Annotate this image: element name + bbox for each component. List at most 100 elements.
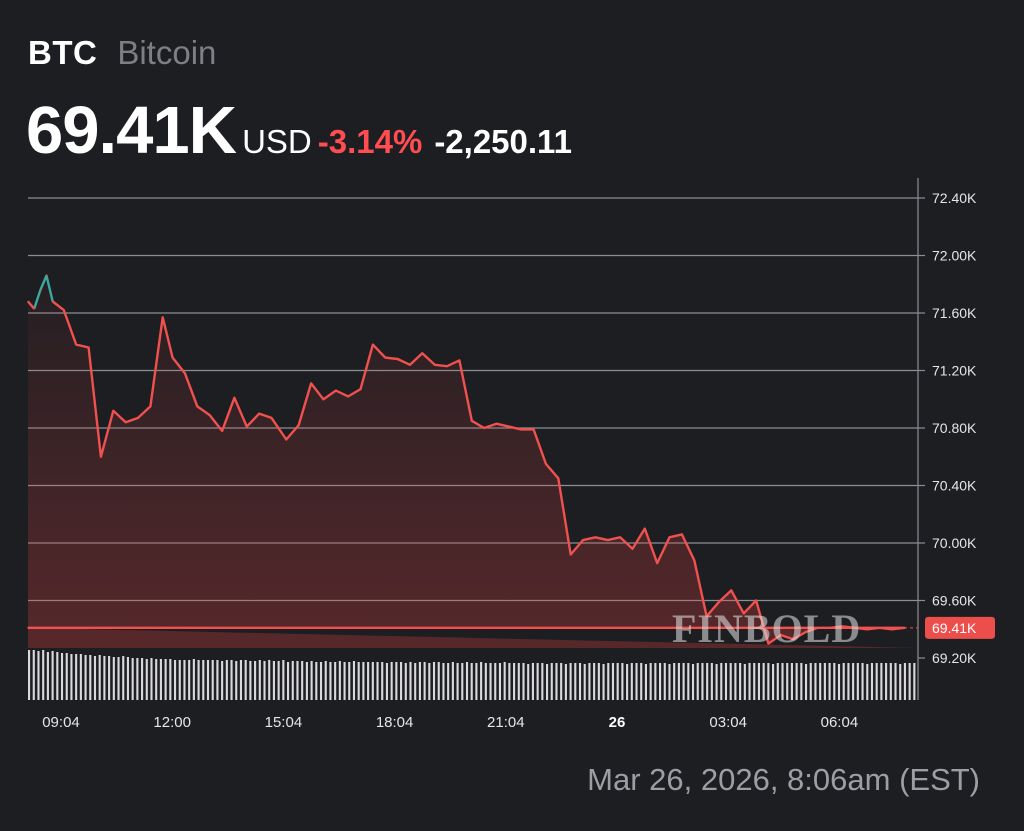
volume-bar [286, 662, 290, 700]
volume-bar [254, 661, 257, 700]
data-point [372, 343, 374, 346]
volume-bar [682, 663, 685, 700]
volume-bar [216, 660, 219, 700]
volume-bar [296, 661, 299, 700]
volume-bar [663, 663, 666, 700]
volume-bar [790, 663, 793, 700]
volume-bar [465, 662, 469, 700]
data-point [594, 536, 597, 539]
volume-bar [60, 653, 64, 700]
volume-bar [400, 662, 403, 700]
volume-bar [772, 664, 775, 700]
data-point [508, 425, 510, 428]
data-point [270, 417, 273, 419]
volume-bar [348, 662, 351, 700]
volume-bar [376, 662, 379, 700]
volume-bar [84, 655, 87, 700]
volume-bar [748, 663, 751, 700]
data-point [891, 628, 893, 631]
volume-bar [724, 663, 728, 700]
y-tick-label: 69.60K [932, 593, 977, 609]
current-price-label: 69.41K [932, 620, 977, 636]
volume-bar [635, 663, 638, 700]
volume-bar [880, 663, 883, 700]
volume-bar [757, 663, 761, 700]
volume-bar [46, 652, 49, 700]
volume-bar [42, 650, 45, 700]
data-point [221, 430, 223, 432]
data-point [100, 456, 102, 458]
volume-bar [32, 650, 35, 700]
volume-bar [291, 661, 294, 700]
y-tick-label: 70.00K [932, 535, 977, 551]
volume-bar [268, 660, 271, 700]
x-tick-label: 09:04 [42, 714, 80, 731]
volume-bar [244, 660, 247, 700]
volume-bar [602, 664, 605, 700]
volume-bar [531, 663, 534, 700]
volume-bar [828, 663, 831, 700]
data-point [693, 559, 696, 562]
volume-bar [654, 663, 657, 700]
data-point [409, 364, 411, 366]
x-tick-label-day: 26 [609, 714, 626, 731]
volume-bar [885, 663, 888, 700]
volume-bar [550, 663, 553, 700]
volume-bar [357, 662, 360, 700]
title-row: BTC Bitcoin [28, 34, 216, 72]
data-point [124, 421, 127, 424]
data-point [767, 642, 770, 645]
data-point [668, 536, 671, 539]
volume-bar [414, 663, 417, 700]
chart-header: BTC Bitcoin [28, 34, 216, 72]
volume-bar [230, 660, 233, 700]
volume-bar [903, 663, 906, 700]
volume-bar [541, 663, 544, 700]
volume-bar [315, 662, 318, 700]
y-tick-label: 71.60K [932, 305, 977, 321]
volume-bar [301, 661, 304, 700]
volume-bar [527, 664, 530, 700]
volume-bar [418, 662, 421, 700]
volume-bar [65, 653, 68, 700]
volume-bar [673, 663, 676, 700]
volume-bar [37, 651, 40, 700]
data-point [532, 428, 535, 431]
x-tick-label: 03:04 [709, 714, 747, 731]
volume-bar [644, 664, 647, 700]
data-point [817, 627, 819, 629]
data-point [258, 412, 261, 415]
change-absolute: -2,250.11 [434, 123, 572, 160]
volume-bar [202, 660, 205, 700]
volume-bar [89, 655, 92, 700]
volume-bar [814, 663, 817, 700]
data-point [196, 405, 199, 408]
volume-bar [555, 663, 558, 700]
data-point [39, 289, 42, 291]
volume-bar [28, 650, 31, 700]
volume-bar [578, 663, 582, 700]
volume-bar [823, 663, 826, 700]
volume-bar [173, 660, 177, 700]
data-point [705, 615, 708, 618]
volume-bar [494, 663, 497, 700]
volume-bar [159, 659, 162, 700]
volume-bar [183, 660, 186, 700]
current-price-marker: 69.41K [28, 616, 995, 639]
volume-bar [352, 661, 356, 700]
volume-bar [894, 663, 897, 700]
data-point [51, 300, 54, 303]
volume-bar [329, 662, 332, 700]
volume-bar [136, 658, 139, 700]
volume-bar [324, 661, 327, 700]
data-point [171, 356, 174, 359]
volume-bar [710, 663, 713, 700]
volume-bar [781, 663, 784, 700]
volume-bar [833, 663, 836, 700]
volume-bar [305, 662, 308, 700]
volume-bar [164, 659, 167, 700]
volume-bar [875, 663, 878, 700]
volume-bar [706, 663, 709, 700]
volume-bar [150, 658, 153, 700]
